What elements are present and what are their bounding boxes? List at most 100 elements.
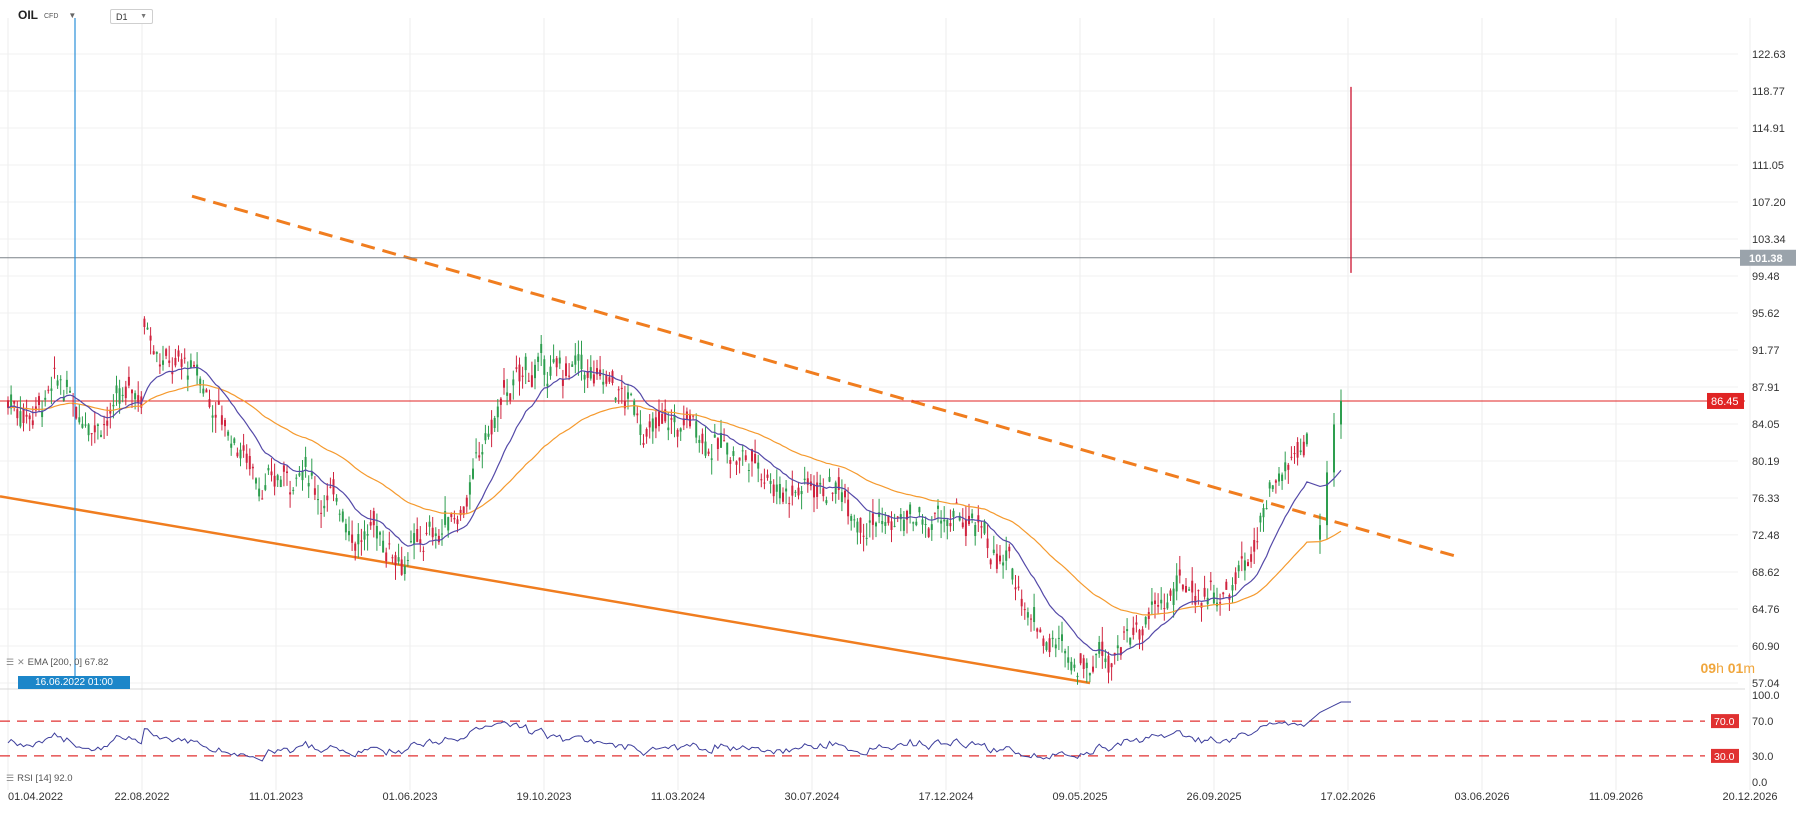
candle-body (1020, 598, 1023, 607)
candle-body (75, 406, 78, 419)
ema200-legend[interactable]: ☰ ✕ EMA [200, 0] 67.82 (6, 657, 108, 668)
candle-body (946, 520, 949, 526)
candle-body (974, 525, 977, 536)
candle-body (1231, 585, 1234, 591)
candle-body (521, 375, 524, 377)
candle-body (679, 428, 682, 432)
chevron-down-icon[interactable]: ▼ (68, 10, 77, 20)
candle-body (692, 415, 695, 417)
candle-body (831, 492, 834, 494)
price-tick-label: 68.62 (1752, 567, 1780, 579)
candle-body (434, 533, 437, 536)
candle-body (1268, 482, 1271, 489)
candle-body (735, 461, 738, 465)
candle-body (1030, 618, 1032, 620)
time-tick-label: 11.09.2026 (1589, 791, 1643, 803)
candle-body (1116, 645, 1119, 649)
candle-body (354, 543, 357, 551)
candle-body (217, 401, 220, 405)
candle-body (50, 388, 53, 391)
candle-body (34, 406, 37, 411)
candle-body (304, 456, 307, 467)
candle-body (59, 379, 62, 381)
candle-body (431, 527, 434, 538)
candle-body (853, 519, 856, 521)
price-tick-label: 103.34 (1752, 234, 1786, 246)
candle-body (372, 511, 375, 526)
candle-body (1163, 608, 1166, 610)
candle-body (1088, 672, 1091, 676)
candle-body (81, 423, 84, 428)
candle-body (633, 400, 636, 415)
candle-body (902, 519, 905, 531)
candle-body (608, 377, 611, 382)
candle-body (459, 509, 462, 516)
candle-body (168, 360, 171, 363)
candle-body (1150, 601, 1153, 605)
horizontal-lines: 101.38 86.45 (0, 18, 1796, 676)
candle-body (537, 356, 540, 362)
candle-body (313, 488, 316, 495)
candle-body (320, 512, 323, 514)
candle-body (912, 522, 915, 524)
candle-body (769, 480, 772, 484)
candle-body (989, 559, 992, 565)
candle-body (484, 433, 487, 441)
candle-body (397, 557, 400, 562)
candle-body (1256, 541, 1259, 543)
candle-body (1197, 590, 1200, 592)
candle-body (419, 539, 422, 544)
settings-icon[interactable]: ☰ (6, 657, 15, 667)
candle-body (754, 453, 757, 464)
candlesticks (7, 86, 1352, 685)
candle-body (261, 498, 264, 500)
candle-body (242, 445, 245, 451)
candle-body (1154, 600, 1156, 604)
candle-body (1039, 629, 1042, 633)
candle-body (1064, 650, 1067, 654)
candle-body (437, 535, 440, 543)
candle-body (444, 511, 447, 525)
price-tick-label: 76.33 (1752, 493, 1780, 505)
candle-body (406, 559, 409, 561)
candle-body (986, 538, 989, 549)
candle-body (267, 468, 270, 471)
timeframe-select[interactable]: D1 ▼ (110, 9, 153, 24)
settings-icon[interactable]: ☰ (6, 773, 15, 783)
candle-body (614, 397, 617, 401)
rsi-legend[interactable]: ☰ RSI [14] 92.0 (6, 773, 73, 784)
candle-body (530, 375, 533, 387)
candle-body (245, 453, 248, 463)
candle-body (360, 540, 363, 542)
price-badge-bg (1740, 249, 1796, 266)
candle-body (425, 532, 428, 534)
candle-body (837, 477, 840, 491)
instrument-header[interactable]: OIL CFD ▼ (18, 8, 76, 22)
rsi-line (7, 701, 1351, 762)
candle-body (1225, 581, 1228, 590)
candle-body (654, 417, 657, 429)
candle-body (1014, 587, 1017, 590)
ema200-label: EMA [200, 0] 67.82 (27, 657, 109, 668)
candle-body (658, 411, 660, 427)
candle-body (211, 415, 214, 418)
candle-body (344, 523, 347, 533)
candle-body (1085, 662, 1088, 669)
candle-body (239, 449, 242, 459)
candle-body (258, 488, 261, 497)
candle-body (943, 519, 946, 522)
candle-body (1234, 572, 1237, 585)
candle-body (639, 424, 642, 435)
candle-body (115, 385, 118, 394)
candle-body (1061, 634, 1063, 641)
candle-body (524, 356, 527, 371)
price-tick-label: 84.05 (1752, 419, 1780, 431)
candle-body (503, 380, 505, 388)
candle-body (205, 389, 208, 393)
close-icon[interactable]: ✕ (17, 657, 25, 667)
candle-body (682, 418, 685, 426)
candle-body (561, 378, 564, 386)
candle-body (109, 409, 112, 414)
candle-body (214, 414, 217, 418)
